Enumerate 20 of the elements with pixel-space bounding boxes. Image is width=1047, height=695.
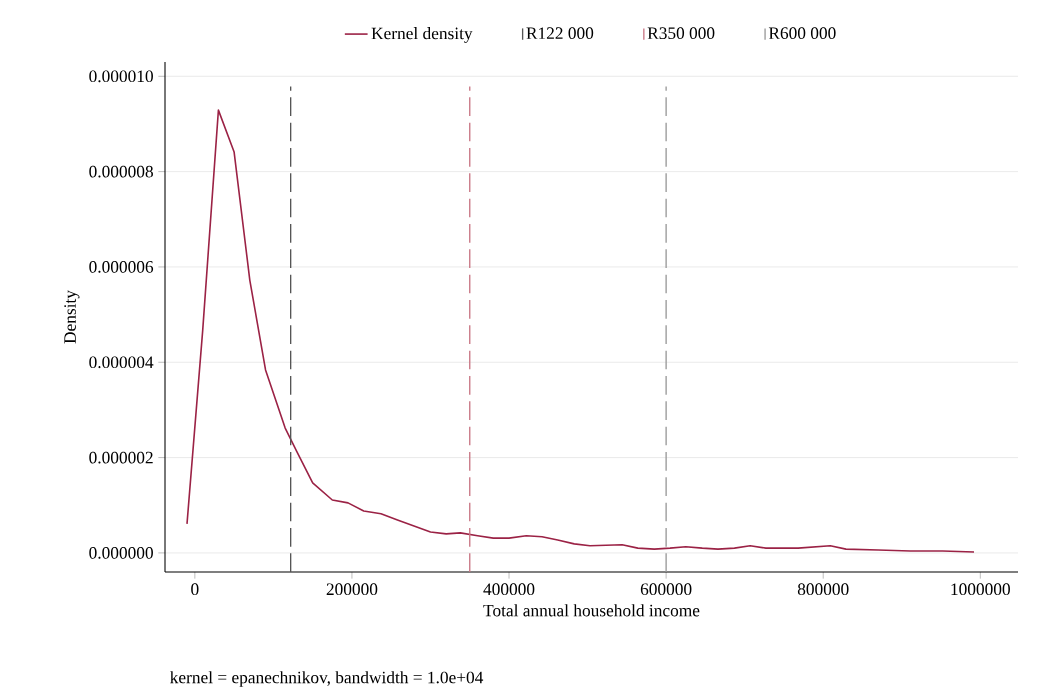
legend-label: R350 000: [647, 27, 715, 39]
legend-label: R600 000: [768, 27, 836, 39]
y-tick-label: 0.000004: [89, 356, 154, 369]
x-tick-label: 1000000: [951, 583, 1010, 596]
x-axis-title: Total annual household income: [483, 604, 700, 617]
legend-label: Kernel density: [371, 27, 473, 43]
y-tick-label: 0.000000: [89, 547, 153, 559]
y-tick-label: 0.000010: [89, 70, 153, 83]
text: kernel = epanechnikov, bandwidth = 1.0e+04: [170, 671, 484, 687]
y-tick-label: 0.000002: [89, 451, 153, 464]
y-tick-label: 0.000006: [89, 261, 154, 273]
x-tick-label: 800000: [797, 583, 849, 596]
x-tick-label: 200000: [326, 583, 378, 596]
x-tick-label: 600000: [640, 583, 692, 596]
legend-label: R122 000: [526, 27, 594, 39]
y-tick-label: 0.000008: [89, 165, 153, 178]
x-tick-label: 0: [191, 583, 199, 596]
x-tick-label: 400000: [483, 583, 535, 596]
y-axis-title: Density: [64, 290, 80, 344]
line-series: [186, 109, 975, 553]
